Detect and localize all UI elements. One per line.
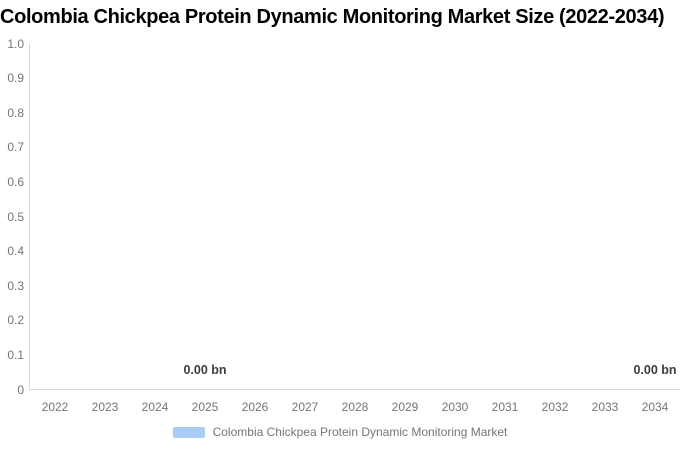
y-axis-tick-label: 0.1 (7, 347, 24, 362)
y-axis-tick-label: 0.6 (7, 174, 24, 189)
y-axis-tick-label: 0.5 (7, 209, 24, 224)
y-axis-tick-label: 0.7 (7, 140, 24, 155)
legend-label: Colombia Chickpea Protein Dynamic Monito… (212, 425, 508, 439)
x-axis-tick-label: 2031 (491, 400, 519, 414)
y-axis-line (29, 43, 30, 390)
x-axis-tick-label: 2026 (241, 400, 269, 414)
y-axis-tick-label: 1.0 (7, 36, 24, 51)
chart-title: Colombia Chickpea Protein Dynamic Monito… (0, 6, 665, 28)
x-axis-tick-label: 2034 (641, 400, 669, 414)
data-label: 0.00 bn (183, 363, 227, 377)
data-label: 0.00 bn (633, 363, 677, 377)
x-axis-line (29, 389, 680, 390)
x-axis-tick-label: 2022 (41, 400, 69, 414)
x-axis-tick-label: 2028 (341, 400, 369, 414)
x-axis-tick-label: 2029 (391, 400, 419, 414)
x-axis-tick-label: 2024 (141, 400, 169, 414)
x-axis-tick-label: 2032 (541, 400, 569, 414)
y-axis-tick-label: 0.3 (7, 278, 24, 293)
x-axis-tick-label: 2030 (441, 400, 469, 414)
y-axis-tick-label: 0.2 (7, 313, 24, 328)
y-axis-tick-label: 0.4 (7, 244, 24, 259)
x-axis-tick-label: 2027 (291, 400, 319, 414)
x-axis-tick-label: 2025 (191, 400, 219, 414)
x-axis-tick-label: 2023 (91, 400, 119, 414)
legend-swatch (172, 427, 205, 438)
y-axis-tick-label: 0.9 (7, 71, 24, 86)
y-axis-tick-label: 0 (17, 382, 24, 397)
x-axis-tick-label: 2033 (591, 400, 619, 414)
legend-item[interactable]: Colombia Chickpea Protein Dynamic Monito… (0, 425, 680, 440)
y-axis-tick-label: 0.8 (7, 105, 24, 120)
